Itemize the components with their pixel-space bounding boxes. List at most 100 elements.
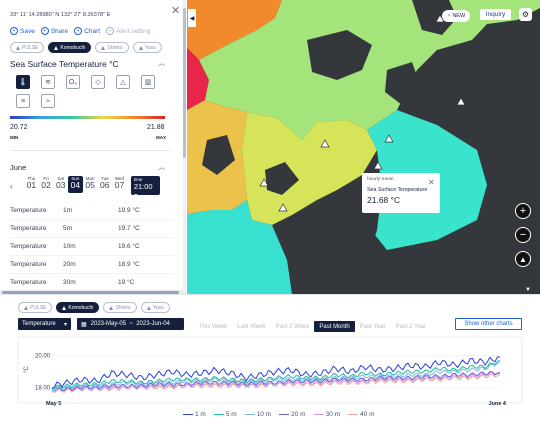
- period-tab-last-week[interactable]: Last Week: [237, 323, 266, 330]
- salinity-icon[interactable]: ▥: [141, 75, 155, 89]
- day-01[interactable]: Thu 01: [24, 176, 39, 190]
- day-07[interactable]: Wed 07: [112, 176, 127, 190]
- period-tab-past-month[interactable]: Past Month: [314, 321, 355, 332]
- land-mass: [487, 35, 540, 140]
- oxygen-icon[interactable]: O₂: [66, 75, 80, 89]
- zoom-out-button[interactable]: −: [515, 227, 531, 243]
- legend-item-10-m[interactable]: 10 m: [244, 411, 271, 418]
- period-tab-past-2-week[interactable]: Past 2 Week: [275, 323, 310, 330]
- day-03[interactable]: Sat 03: [53, 176, 68, 190]
- day-number: 04: [70, 180, 81, 190]
- chlorophyll-icon[interactable]: △: [116, 75, 130, 89]
- share-button[interactable]: + Share: [40, 27, 69, 35]
- chevron-down-icon[interactable]: ▼: [525, 287, 531, 293]
- bell-icon: ◔: [447, 13, 451, 19]
- save-button[interactable]: + Save: [10, 27, 35, 35]
- station-icon: [62, 305, 67, 310]
- legend-item-1-m[interactable]: 1 m: [183, 411, 206, 418]
- day-02[interactable]: Fri 02: [39, 176, 54, 190]
- period-tab-past-2-year[interactable]: Past 2 Year: [395, 323, 427, 330]
- period-tab-this-week[interactable]: This Week: [199, 323, 228, 330]
- depth-cell: 30m: [63, 278, 76, 286]
- station-label: Komobuchi: [60, 44, 86, 51]
- station-marker[interactable]: [456, 97, 466, 106]
- map-view[interactable]: [187, 0, 540, 294]
- current-icon[interactable]: ≡: [16, 94, 30, 108]
- chart-button[interactable]: + Chart: [74, 27, 100, 35]
- panel-scroll-thumb[interactable]: [183, 8, 186, 158]
- date-range-picker[interactable]: ▦ 2023-May-05 ~ 2023-Jun-04: [77, 318, 184, 330]
- legend-label: 5 m: [225, 411, 237, 418]
- day-04[interactable]: Sun 04: [68, 176, 83, 193]
- x-tick-label: June 4: [489, 401, 507, 407]
- wind-icon[interactable]: ≈: [41, 94, 55, 108]
- station-marker[interactable]: [278, 203, 288, 212]
- compass-icon[interactable]: ▲: [515, 251, 531, 267]
- legend-item-20-m[interactable]: 20 m: [279, 411, 306, 418]
- value-cell: 19 °C: [118, 278, 135, 286]
- legend-item-40-m[interactable]: 40 m: [348, 411, 375, 418]
- close-icon[interactable]: ✕: [171, 5, 181, 17]
- collapse-panel-button[interactable]: ◀: [188, 9, 196, 27]
- station-tab-shinko[interactable]: Shinko: [95, 42, 129, 53]
- legend-label: 1 m: [195, 411, 206, 418]
- period-tab-past-year[interactable]: Past Year: [359, 323, 386, 330]
- station-label: Yusu: [152, 304, 164, 311]
- weekday-label: Tue: [100, 176, 109, 181]
- station-tab-yusu[interactable]: Yusu: [132, 42, 162, 53]
- legend-item-5-m[interactable]: 5 m: [213, 411, 237, 418]
- station-tab-yusu[interactable]: Yusu: [140, 302, 170, 313]
- scale-max-label: MAX: [156, 135, 166, 140]
- y-tick-label: 20.00: [35, 354, 51, 360]
- station-tab-komobuchi[interactable]: Komobuchi: [48, 42, 92, 53]
- close-icon[interactable]: ✕: [428, 178, 435, 187]
- time-select[interactable]: time 21:00 ▾: [130, 176, 160, 200]
- legend-label: 40 m: [360, 411, 375, 418]
- weekday-label: Wed: [114, 176, 125, 181]
- station-label: Shinko: [115, 304, 131, 311]
- station-label: Komobuchi: [68, 304, 94, 311]
- legend-swatch: [313, 413, 324, 416]
- day-05[interactable]: Mon 05: [83, 176, 98, 190]
- gear-icon[interactable]: ⚙: [519, 8, 532, 21]
- station-tab-komobuchi[interactable]: Komobuchi: [56, 302, 100, 313]
- station-tab-pulse[interactable]: PULSE: [10, 42, 45, 53]
- chevron-up-icon[interactable]: ︿: [158, 164, 165, 171]
- station-icon: [109, 305, 114, 310]
- table-row: Temperature 30m 19 °C: [10, 274, 174, 292]
- waves-icon[interactable]: ≋: [41, 75, 55, 89]
- station-marker[interactable]: [384, 134, 394, 143]
- station-marker[interactable]: [373, 161, 383, 170]
- day-06[interactable]: Tue 06: [97, 176, 112, 190]
- temperature-chart: 20.00 18.00 °C May 5 June 4: [17, 336, 523, 407]
- horizontal-scroll-thumb[interactable]: [2, 291, 179, 294]
- weekday-label: Thu: [27, 176, 36, 181]
- inquiry-button[interactable]: Inquiry: [480, 9, 511, 20]
- station-marker[interactable]: [320, 139, 330, 148]
- y-axis-label: °C: [24, 366, 30, 373]
- station-tab-pulse[interactable]: PULSE: [18, 302, 53, 313]
- table-row: Temperature 1m 19.9 °C: [10, 202, 174, 220]
- chevron-up-icon[interactable]: ︿: [158, 60, 165, 67]
- alert-icon: +: [106, 27, 115, 35]
- region-orange: [187, 0, 282, 60]
- legend-item-30-m[interactable]: 30 m: [313, 411, 341, 418]
- action-label: Share: [50, 27, 69, 35]
- show-other-charts-button[interactable]: Show other charts: [455, 318, 522, 330]
- action-label: Chart: [84, 27, 101, 35]
- alert-setting-button[interactable]: + Alert setting: [106, 27, 150, 35]
- zoom-in-button[interactable]: +: [515, 203, 531, 219]
- chevron-left-icon[interactable]: ‹: [10, 182, 13, 191]
- station-marker[interactable]: [259, 178, 269, 187]
- region-cyan: [187, 200, 292, 294]
- water-drop-icon[interactable]: ◇: [91, 75, 105, 89]
- weekday-label: Sun: [71, 176, 80, 181]
- temperature-icon[interactable]: 🌡: [16, 75, 30, 89]
- weekday-label: Mon: [85, 176, 95, 181]
- station-icon: [138, 45, 143, 50]
- station-label: Yusu: [144, 44, 156, 51]
- legend-label: 30 m: [325, 411, 341, 418]
- parameter-select[interactable]: Temperature ▾: [18, 318, 71, 330]
- station-tab-shinko[interactable]: Shinko: [103, 302, 137, 313]
- new-badge[interactable]: ◔ NEW: [442, 10, 471, 22]
